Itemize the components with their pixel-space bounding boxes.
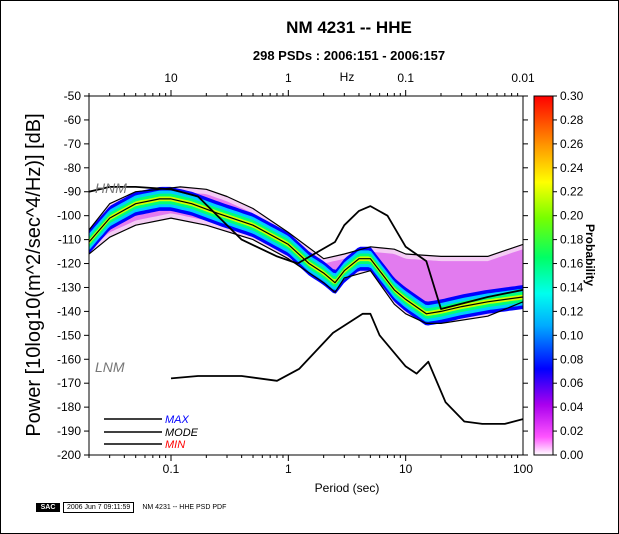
pdf-band-yellow: [89, 196, 523, 316]
footer-bar: SAC 2006 Jun 7 09:11:59 NM 4231 -- HHE P…: [36, 501, 226, 513]
x-axis-label: Period (sec): [315, 481, 380, 495]
footer-label: NM 4231 -- HHE PSD PDF: [142, 503, 227, 511]
y-tick-label: -100: [57, 209, 81, 223]
y-tick-label: -90: [64, 185, 82, 199]
y-tick-label: -50: [64, 89, 82, 103]
colorbar-tick-label: 0.20: [560, 209, 584, 223]
y-tick-label: -140: [57, 304, 81, 318]
y-tick-label: -200: [57, 448, 81, 462]
colorbar-tick-label: 0.30: [560, 89, 584, 103]
x2-tick-label: 10: [164, 71, 178, 85]
y-tick-label: -190: [57, 424, 81, 438]
y-tick-label: -60: [64, 113, 82, 127]
y-tick-label: -110: [58, 233, 81, 247]
legend-min-label: MIN: [165, 439, 185, 451]
colorbar-tick-label: 0.28: [560, 113, 584, 127]
colorbar-tick-label: 0.10: [560, 328, 584, 342]
colorbar-tick-label: 0.02: [560, 424, 584, 438]
x2-tick-label: 1: [285, 71, 292, 85]
x-tick-label: 0.1: [163, 462, 180, 476]
y-tick-label: -120: [57, 257, 81, 271]
lnm-label: LNM: [95, 359, 125, 375]
colorbar-tick-label: 0.06: [560, 376, 584, 390]
sac-logo: SAC: [36, 502, 60, 512]
plot-area-border: [88, 95, 524, 456]
y-axis-label: Power [10log10(m^2/sec^4/Hz)] [dB]: [23, 113, 45, 436]
y-tick-label: -130: [57, 280, 81, 294]
legend: MAX MODE MIN: [104, 414, 199, 451]
colorbar-tick-label: 0.08: [560, 352, 584, 366]
y-tick-label: -80: [64, 161, 82, 175]
y-tick-label: -170: [57, 376, 81, 390]
legend-mode-label: MODE: [165, 427, 199, 439]
y-tick-label: -180: [57, 400, 81, 414]
lnm-model-line: [170, 312, 523, 425]
mode-line: [89, 198, 523, 315]
colorbar-tick-label: 0.24: [560, 161, 584, 175]
colorbar-tick-label: 0.00: [560, 448, 584, 462]
max-line: [89, 186, 523, 260]
x-tick-label: 10: [399, 462, 413, 476]
colorbar: [533, 95, 554, 456]
x2-tick-label: 0.01: [511, 71, 535, 85]
x-tick-label: 1: [285, 462, 292, 476]
colorbar-tick-label: 0.22: [560, 185, 584, 199]
x2-tick-label: 0.1: [397, 71, 414, 85]
legend-max-label: MAX: [165, 414, 190, 426]
colorbar-tick-label: 0.12: [560, 304, 584, 318]
chart-title: NM 4231 -- HHE: [286, 18, 412, 37]
y-tick-label: -150: [57, 328, 81, 342]
min-line: [89, 217, 523, 324]
pdf-band-green: [89, 193, 523, 319]
footer-timestamp: 2006 Jun 7 09:11:59: [63, 501, 135, 513]
hnm-model-line: [89, 186, 523, 310]
y-tick-label: -70: [64, 137, 82, 151]
colorbar-tick-label: 0.04: [560, 400, 584, 414]
colorbar-label: Probability: [583, 224, 597, 286]
colorbar-tick-label: 0.18: [560, 233, 584, 247]
y-tick-label: -160: [57, 352, 81, 366]
x-tick-label: 100: [513, 462, 533, 476]
top-axis-label: Hz: [340, 70, 355, 84]
chart-subtitle: 298 PSDs : 2006:151 - 2006:157: [253, 48, 445, 63]
hnm-label: HNM: [95, 180, 127, 196]
colorbar-tick-label: 0.26: [560, 137, 584, 151]
colorbar-tick-label: 0.14: [560, 280, 584, 294]
colorbar-tick-label: 0.16: [560, 257, 584, 271]
